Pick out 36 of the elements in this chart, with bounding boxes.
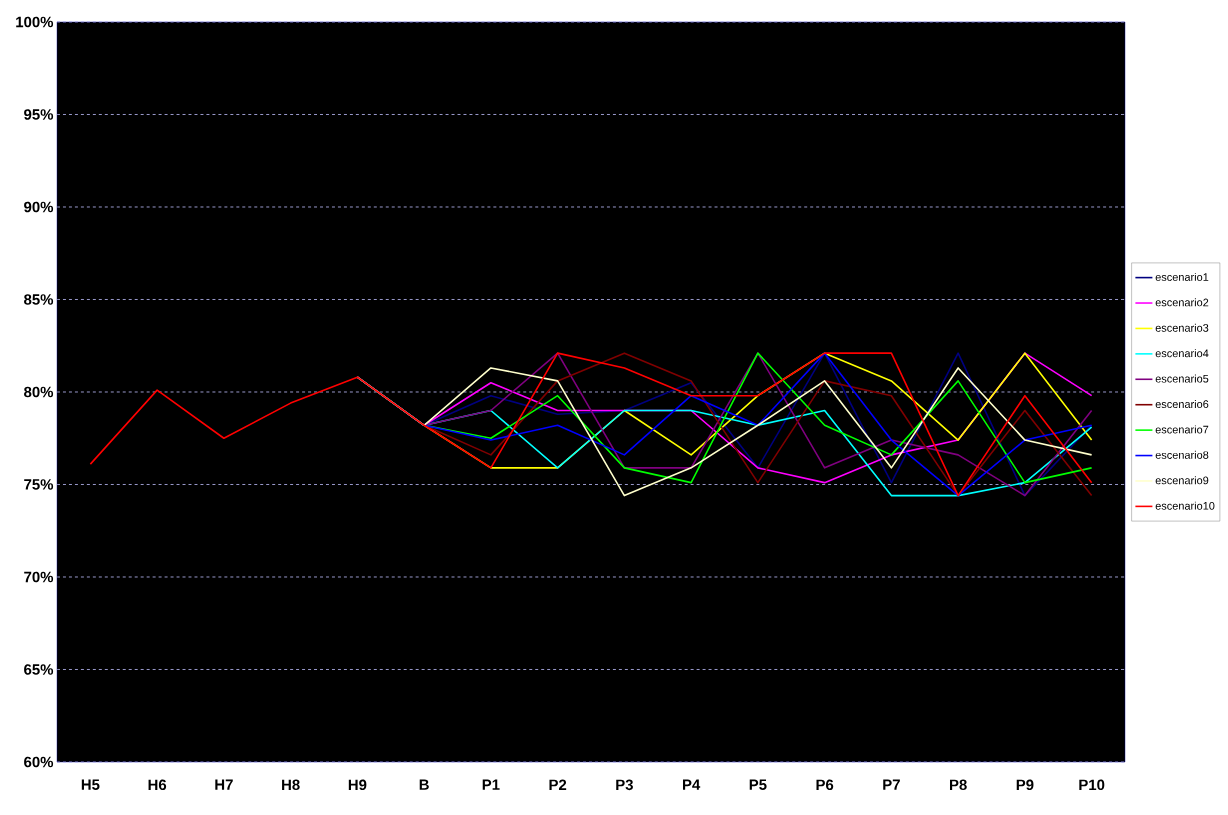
x-tick-label: H5 [81, 779, 100, 790]
y-tick-label: 65% [24, 664, 54, 675]
y-tick-label: 70% [24, 571, 54, 583]
x-tick-label: P1 [482, 779, 500, 790]
legend-label: escenario7 [1155, 425, 1209, 434]
x-tick-label: H7 [215, 779, 233, 790]
legend-label: escenario8 [1155, 450, 1209, 459]
x-tick-label: H6 [148, 779, 167, 791]
legend-label: escenario2 [1155, 298, 1209, 307]
x-tick-label: P2 [549, 779, 567, 790]
x-tick-label: P9 [1016, 779, 1034, 791]
x-tick-label: P6 [816, 779, 834, 791]
line-series [89, 352, 1093, 497]
y-tick-label: 60% [24, 756, 54, 768]
x-tick-label: P10 [1079, 779, 1105, 791]
x-tick-label: H9 [348, 779, 367, 791]
x-tick-label: P7 [883, 779, 900, 790]
y-tick-label: 85% [24, 294, 54, 305]
x-tick-label: P5 [749, 779, 767, 790]
x-tick-label: P3 [616, 779, 633, 791]
y-tick-label: 75% [24, 479, 54, 490]
legend-label: escenario10 [1155, 501, 1215, 510]
y-tick-label: 100% [16, 16, 54, 28]
legend-label: escenario3 [1155, 323, 1209, 332]
x-tick-label: P4 [682, 779, 701, 790]
x-tick-label: B [419, 779, 429, 790]
x-tick-label: P8 [949, 779, 967, 791]
legend-label: escenario6 [1155, 399, 1209, 409]
y-tick-label: 95% [24, 109, 54, 120]
legend-label: escenario4 [1155, 349, 1209, 358]
y-tick-label: 90% [24, 201, 54, 213]
legend-label: escenario1 [1155, 272, 1209, 281]
x-tick-label: H8 [282, 779, 300, 791]
legend-label: escenario5 [1155, 374, 1209, 383]
legend-label: escenario9 [1155, 476, 1209, 485]
y-tick-label: 80% [24, 386, 54, 398]
